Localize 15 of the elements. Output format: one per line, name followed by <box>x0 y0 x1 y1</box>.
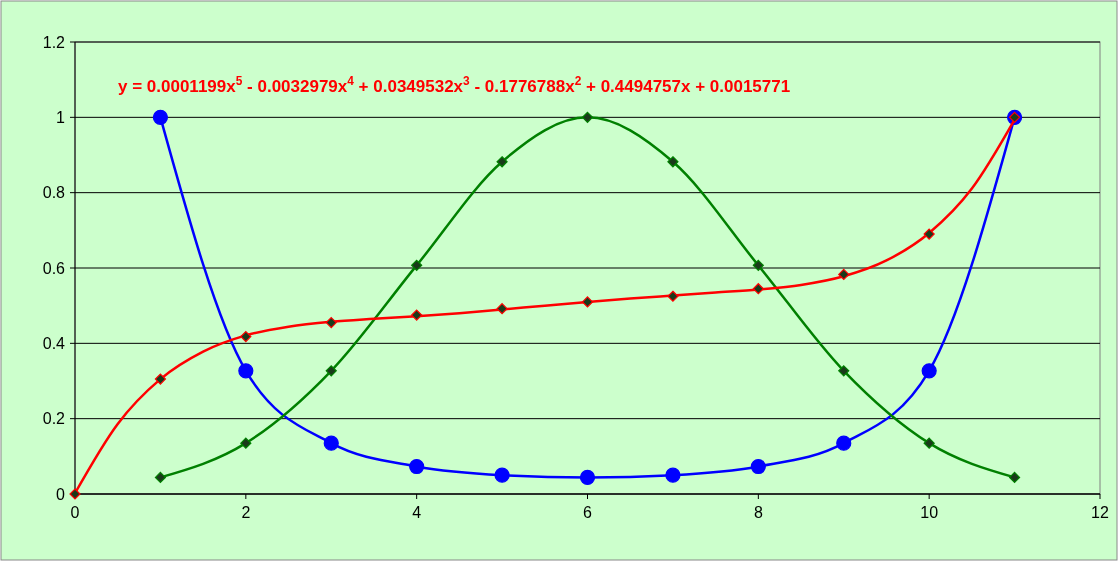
y-tick-label: 0.8 <box>42 184 66 202</box>
x-tick-label: 6 <box>583 504 593 521</box>
y-tick-label: 0.4 <box>42 334 66 352</box>
x-tick-label: 4 <box>412 504 422 521</box>
y-tick-label: 0.6 <box>42 259 66 277</box>
x-tick-label: 12 <box>1091 504 1109 521</box>
y-tick-label: 0 <box>56 485 66 503</box>
y-tick-label: 1 <box>56 108 66 126</box>
x-tick-label: 2 <box>241 504 251 521</box>
text: y = 0.0001199x$^{5}$ - 0.0032979x$^{4}$ + 0.0349532x$^{3}$ - 0.1776788x$^{2}$ + 0.4494757x + 0.0015771 <box>118 74 791 96</box>
y-tick-label: 0.2 <box>42 410 66 428</box>
y-tick-label: 1.2 <box>42 33 66 51</box>
x-tick-label: 0 <box>70 504 80 521</box>
x-tick-label: 10 <box>920 504 939 521</box>
x-tick-label: 8 <box>753 504 763 521</box>
